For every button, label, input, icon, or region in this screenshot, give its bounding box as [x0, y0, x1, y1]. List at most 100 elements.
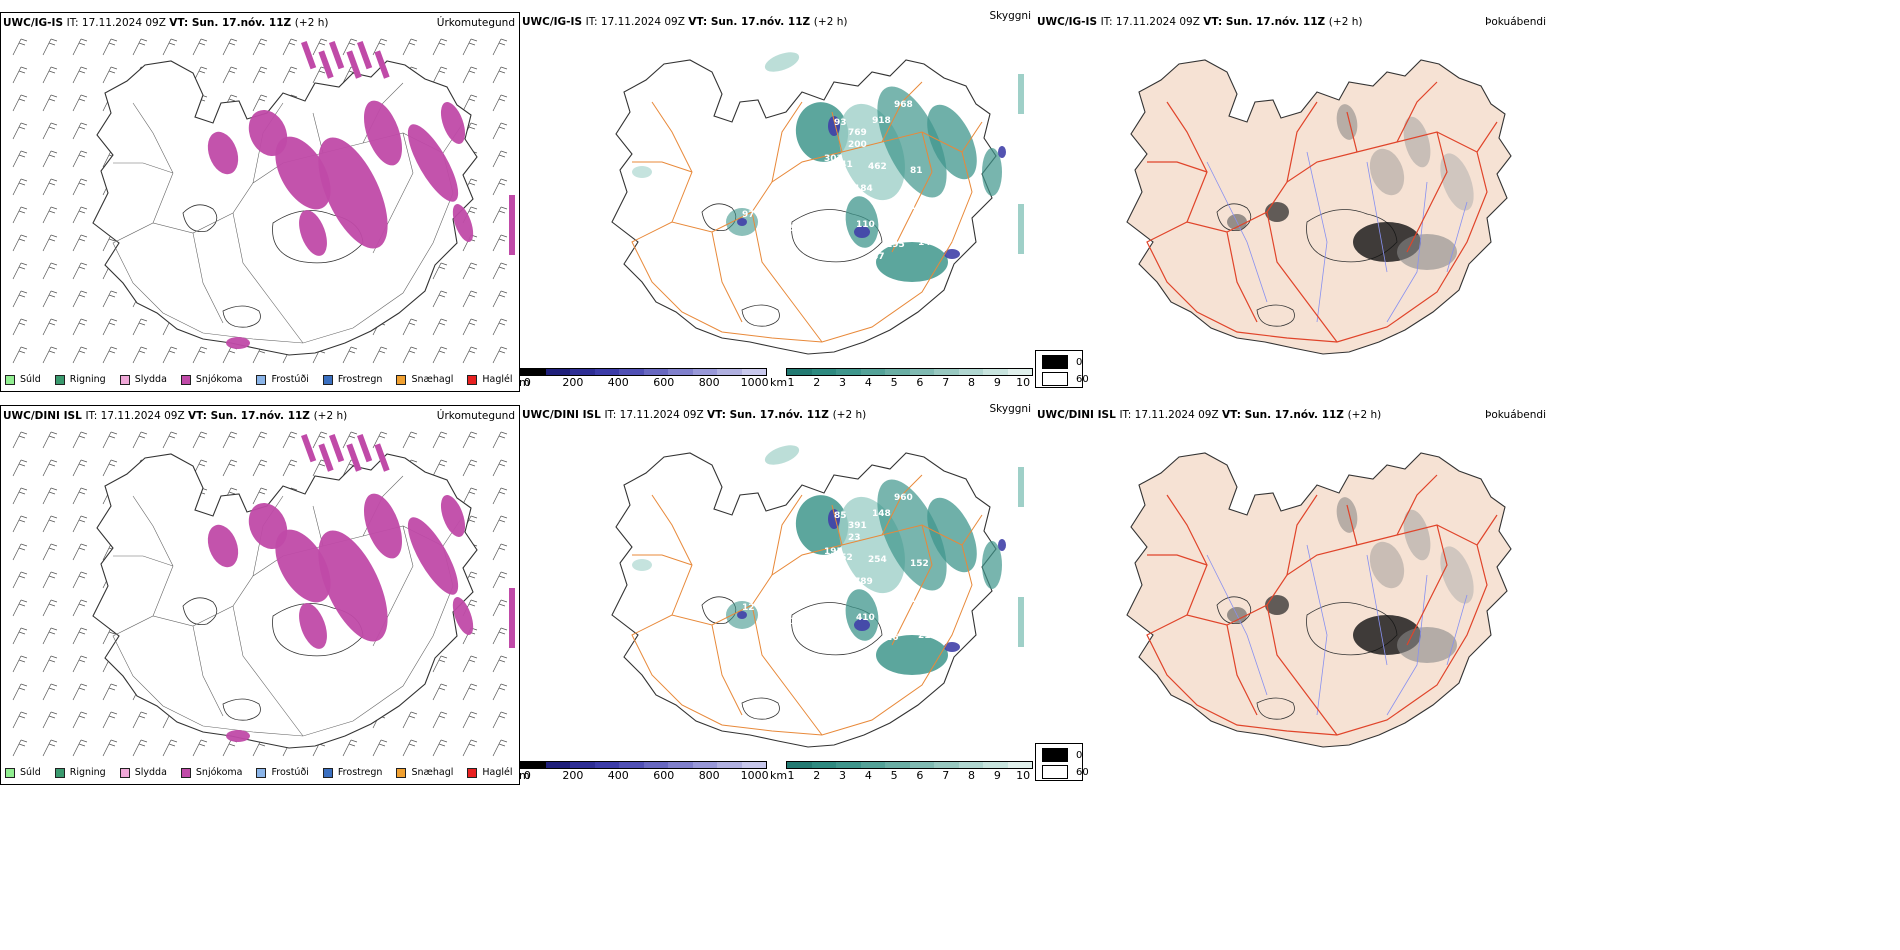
legend-swatch	[396, 767, 407, 778]
visibility-value-label: 641	[834, 160, 853, 170]
fog-legend-swatch	[1042, 748, 1068, 762]
colorbar-tick-label: 10	[1016, 769, 1031, 782]
colorbar-tick-label: 4	[864, 769, 872, 782]
model-row-ig-is: UWC/IG-IS IT: 17.11.2024 09Z VT: Sun. 17…	[0, 10, 1900, 392]
valid-time-label: VT:	[188, 410, 211, 422]
snow-areas	[207, 100, 474, 349]
panel-title-precip: Úrkomutegund	[436, 410, 515, 422]
visibility-unit: km	[770, 376, 788, 389]
valid-time-label: VT:	[1222, 409, 1245, 421]
fog-legend-value: 0	[1076, 356, 1083, 368]
visibility-value-label: 148	[872, 509, 891, 519]
colorbar-cell	[668, 762, 693, 768]
colorbar-tick-label: 1	[787, 376, 795, 389]
visibility-value-label: 769	[848, 128, 867, 138]
colorbar-tick-label: 10	[1016, 376, 1031, 389]
colorbar-cell	[787, 369, 812, 375]
colorbar-tick-label: 7	[942, 769, 950, 782]
fog-legend-item: 0	[1042, 355, 1082, 369]
iceland-outline	[611, 445, 1006, 748]
init-time-value: 17.11.2024 09Z	[600, 16, 689, 28]
precip-legend-item: Snæhagl	[396, 767, 453, 778]
visibility-colorbar-cells	[786, 368, 1033, 376]
colorbar-tick-label: 7	[942, 376, 950, 389]
rivers	[1206, 544, 1468, 716]
valid-time-label: VT:	[169, 17, 192, 29]
colorbar-tick-label: 200	[562, 769, 584, 782]
colorbar-cell	[570, 369, 595, 375]
colorbar-tick-label: 400	[607, 376, 629, 389]
colorbar-cell	[885, 762, 910, 768]
visibility-colorbar-cells	[786, 761, 1033, 769]
visibility-value-label: 93	[834, 118, 847, 128]
valid-time-value: Sun. 17.nóv. 11Z	[1225, 16, 1329, 28]
visibility-value-label: 254	[868, 555, 887, 565]
colorbar-tick-label: 0	[523, 376, 531, 389]
colorbar-cell	[521, 762, 546, 768]
colorbar-cell	[717, 369, 742, 375]
height-colorbar-labels: m 0 200 400 600 800 1000	[519, 376, 769, 390]
height-colorbar-cells	[520, 368, 767, 376]
model-name: UWC/IG-IS	[1037, 16, 1101, 28]
precip-legend-item: Slydda	[119, 767, 167, 778]
legend-swatch	[119, 767, 130, 778]
colorbar-tick-label: 1000	[740, 769, 769, 782]
visibility-value-label: 23	[952, 240, 965, 250]
iceland-outline	[1126, 59, 1512, 355]
panel-header: UWC/DINI ISL IT: 17.11.2024 09Z VT: Sun.…	[520, 403, 1035, 425]
colorbar-cell	[934, 369, 959, 375]
visibility-unit: km	[770, 769, 788, 782]
legend-label: Haglél	[482, 767, 513, 778]
legend-label: Snjókoma	[195, 767, 243, 778]
panel-header: UWC/DINI ISL IT: 17.11.2024 09Z VT: Sun.…	[1, 406, 519, 426]
visibility-map	[611, 52, 1024, 355]
lead-time: (+2 h)	[294, 17, 329, 29]
colorbar-tick-label: 2	[813, 769, 821, 782]
iceland-outline	[1126, 452, 1512, 748]
visibility-value-label: 452	[834, 553, 853, 563]
init-time-label: IT:	[585, 16, 601, 28]
panel-header: UWC/DINI ISL IT: 17.11.2024 09Z VT: Sun.…	[1035, 405, 1550, 425]
init-time-label: IT:	[66, 17, 82, 29]
precip-legend: Súld Rigning Slydda Snjókoma Frostúði Frostre…	[5, 374, 527, 385]
colorbar-tick-label: 600	[653, 376, 675, 389]
legend-swatch	[467, 374, 478, 385]
visibility-value-label: 158	[952, 633, 971, 643]
legend-label: Rigning	[69, 767, 106, 778]
precip-legend-item: Snjókoma	[180, 374, 242, 385]
visibility-value-label: 152	[910, 559, 929, 569]
visibility-value-label: 43	[1008, 547, 1021, 557]
rivers	[1206, 151, 1468, 323]
colorbar-tick-label: 6	[916, 769, 924, 782]
colorbar-cell	[860, 369, 885, 375]
colorbar-tick-label: 9	[993, 376, 1001, 389]
visibility-value-label: 195	[824, 547, 843, 557]
legend-swatch	[322, 767, 333, 778]
legend-label: Frostúði	[271, 767, 309, 778]
colorbar-tick-label: 400	[607, 769, 629, 782]
colorbar-cell	[811, 369, 836, 375]
visibility-panel: UWC/IG-IS IT: 17.11.2024 09Z VT: Sun. 17…	[520, 10, 1035, 392]
visibility-value-label: 219	[784, 617, 803, 627]
model-name: UWC/IG-IS	[522, 16, 586, 28]
precip-type-panel: UWC/DINI ISL IT: 17.11.2024 09Z VT: Sun.…	[0, 405, 520, 785]
visibility-value-label: 918	[872, 116, 891, 126]
fog-indicator-legend: 0 60	[1035, 350, 1089, 388]
lead-time: (+2 h)	[1347, 409, 1382, 421]
colorbar-tick-label: 5	[890, 769, 898, 782]
visibility-colorbar-labels: km 1 2 3 4 5 6 7 8 9 10	[770, 769, 1033, 783]
colorbar-cell	[934, 762, 959, 768]
colorbar-tick-label: 6	[916, 376, 924, 389]
colorbar-cell	[741, 762, 766, 768]
visibility-value-label: 968	[894, 100, 913, 110]
visibility-value-label: 195	[886, 240, 905, 250]
colorbar-tick-label: 600	[653, 769, 675, 782]
colorbar-cell	[619, 369, 644, 375]
fog-legend-swatch	[1042, 372, 1068, 386]
legend-swatch	[5, 767, 15, 778]
legend-label: Rigning	[69, 374, 106, 385]
colorbar-tick-label: 1000	[740, 376, 769, 389]
legend-swatch	[180, 374, 191, 385]
precip-legend-item: Haglél	[467, 374, 513, 385]
colorbar-cell	[860, 762, 885, 768]
